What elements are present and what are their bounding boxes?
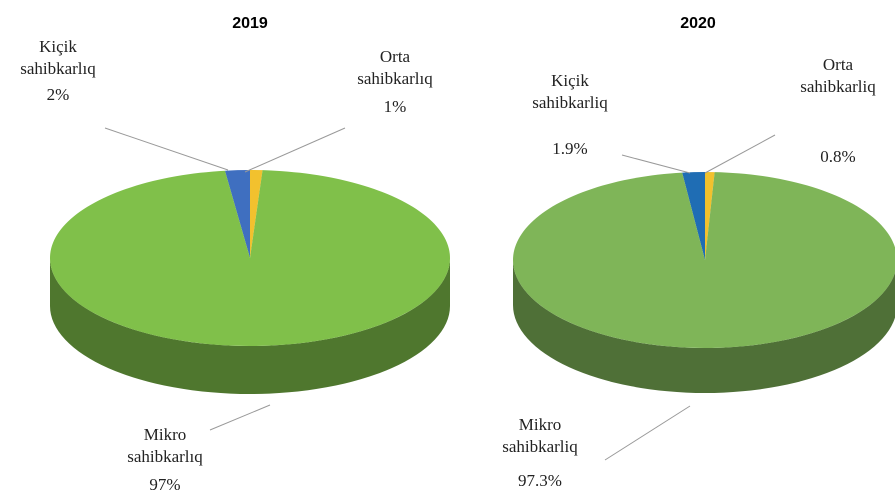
slice-label: Mikro sahibkarliq: [502, 415, 578, 456]
pie-slice: [50, 170, 451, 346]
chart-title: 2019: [232, 15, 268, 32]
pie-slice: [224, 170, 250, 258]
slice-value-label: 2%: [47, 85, 70, 104]
slice-label: Orta sahibkarlıq: [357, 47, 433, 88]
slice-label: Orta sahibkarliq: [800, 55, 876, 96]
leader-line: [104, 127, 229, 171]
leader-line: [621, 154, 691, 174]
slice-value-label: 1.9%: [552, 139, 587, 158]
slice-label: Mikro sahibkarlıq: [127, 425, 203, 466]
leader-line: [209, 404, 271, 431]
pie-slice: [250, 170, 263, 258]
leader-line: [704, 134, 776, 174]
pie-slice: [705, 172, 715, 260]
pie-slice: [513, 172, 895, 348]
pie-slice-side: [513, 260, 895, 393]
slice-value-label: 0.8%: [820, 147, 855, 166]
chart-title: 2020: [680, 15, 716, 32]
leader-line: [604, 405, 691, 461]
pie-slice-side: [50, 258, 450, 394]
leader-line: [244, 127, 346, 173]
slice-value-label: 97.3%: [518, 471, 562, 490]
slice-value-label: 1%: [384, 97, 407, 116]
slice-value-label: 97%: [149, 475, 180, 494]
slice-label: Kiçik sahibkarliq: [532, 71, 608, 112]
slice-label: Kiçik sahibkarlıq: [20, 37, 96, 78]
pie-slice: [682, 172, 705, 260]
